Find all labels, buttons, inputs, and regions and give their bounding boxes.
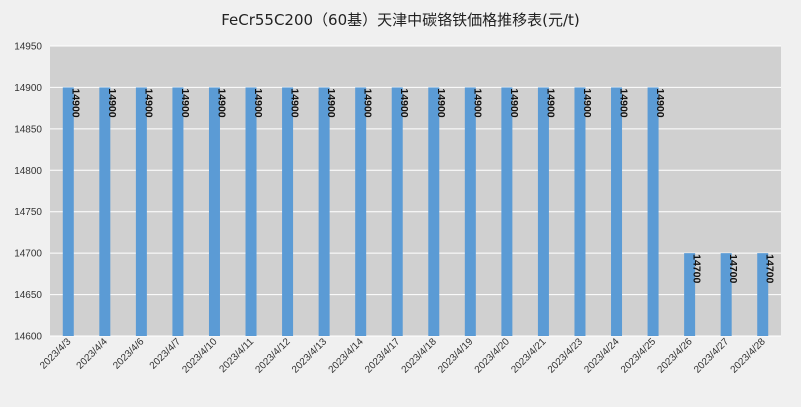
bar xyxy=(464,87,476,336)
data-label: 14900 xyxy=(106,88,118,117)
bar xyxy=(720,253,732,336)
x-tick-label: 2023/4/6 xyxy=(111,336,147,372)
x-tick-label: 2023/4/3 xyxy=(38,336,74,372)
bar xyxy=(62,87,74,336)
x-tick-label: 2023/4/18 xyxy=(400,336,440,376)
x-tick-label: 2023/4/19 xyxy=(436,336,476,376)
x-tick-label: 2023/4/17 xyxy=(363,336,403,376)
y-tick-label: 14900 xyxy=(14,83,42,94)
data-label: 14700 xyxy=(727,254,739,283)
x-tick-label: 2023/4/11 xyxy=(217,336,256,375)
data-label: 14900 xyxy=(69,88,81,117)
bar xyxy=(684,253,696,336)
bar xyxy=(208,87,220,336)
x-tick-label: 2023/4/28 xyxy=(729,336,769,376)
x-tick-label: 2023/4/25 xyxy=(619,336,659,376)
y-tick-label: 14800 xyxy=(14,166,42,177)
bar xyxy=(501,87,513,336)
x-tick-label: 2023/4/21 xyxy=(509,336,549,376)
x-tick-label: 2023/4/7 xyxy=(148,336,184,372)
y-tick-label: 14700 xyxy=(14,249,42,260)
data-label: 14900 xyxy=(398,88,410,117)
data-label: 14900 xyxy=(435,88,447,117)
plot-area xyxy=(50,46,781,336)
x-tick-label: 2023/4/12 xyxy=(253,336,293,376)
x-tick-label: 2023/4/26 xyxy=(656,336,696,376)
y-tick-label: 14850 xyxy=(14,124,42,135)
data-label: 14900 xyxy=(362,88,374,117)
bar xyxy=(611,87,623,336)
data-label: 14700 xyxy=(764,254,776,283)
bar xyxy=(245,87,257,336)
x-tick-label: 2023/4/24 xyxy=(582,336,622,376)
bar xyxy=(391,87,403,336)
data-label: 14900 xyxy=(508,88,520,117)
data-label: 14700 xyxy=(691,254,703,283)
data-label: 14900 xyxy=(544,88,556,117)
bar xyxy=(172,87,184,336)
data-label: 14900 xyxy=(252,88,264,117)
data-label: 14900 xyxy=(618,88,630,117)
x-tick-label: 2023/4/27 xyxy=(692,336,732,376)
data-label: 14900 xyxy=(581,88,593,117)
bar xyxy=(355,87,367,336)
data-label: 14900 xyxy=(471,88,483,117)
bar xyxy=(428,87,440,336)
y-tick-label: 14650 xyxy=(14,290,42,301)
x-tick-label: 2023/4/10 xyxy=(180,336,220,376)
bar xyxy=(757,253,769,336)
data-label: 14900 xyxy=(289,88,301,117)
y-tick-label: 14750 xyxy=(14,207,42,218)
bar xyxy=(574,87,586,336)
x-tick-label: 2023/4/23 xyxy=(546,336,586,376)
data-label: 14900 xyxy=(179,88,191,117)
x-tick-label: 2023/4/14 xyxy=(327,336,367,376)
y-tick-label: 14950 xyxy=(14,42,42,53)
bar xyxy=(99,87,111,336)
bar xyxy=(135,87,147,336)
data-label: 14900 xyxy=(325,88,337,117)
bar xyxy=(282,87,294,336)
x-tick-label: 2023/4/4 xyxy=(75,336,111,372)
chart-title: FeCr55C200（60基）天津中碳铬铁価格推移表(元/t) xyxy=(221,11,580,29)
x-tick-label: 2023/4/20 xyxy=(473,336,513,376)
data-label: 14900 xyxy=(142,88,154,117)
x-tick-label: 2023/4/13 xyxy=(290,336,330,376)
data-label: 14900 xyxy=(215,88,227,117)
data-label: 14900 xyxy=(654,88,666,117)
bar xyxy=(318,87,330,336)
bar xyxy=(537,87,549,336)
y-tick-label: 14600 xyxy=(14,332,42,343)
bar xyxy=(647,87,659,336)
